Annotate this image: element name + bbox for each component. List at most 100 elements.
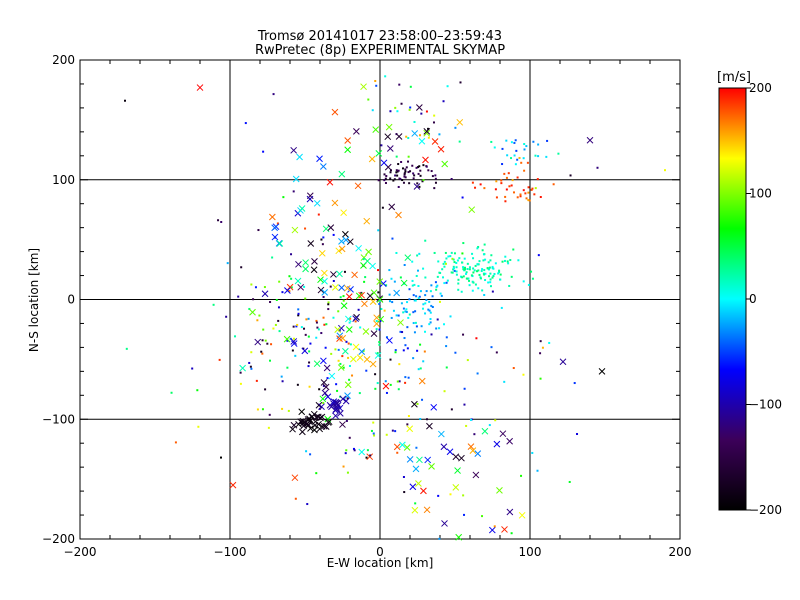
data-point [539,352,542,355]
data-point [297,314,300,317]
data-point [290,253,293,256]
data-point-x [430,403,438,411]
data-point [523,169,526,172]
data-point [522,373,525,376]
data-point-x [369,262,376,270]
data-point [443,265,446,268]
data-point [418,185,421,188]
data-point [455,270,458,273]
data-point-x [315,420,322,428]
data-point-x [331,108,339,116]
data-point [462,268,465,271]
data-point-x [334,326,342,333]
data-point [450,178,453,181]
data-point [334,348,337,351]
data-point [315,319,318,322]
data-point [365,369,368,372]
data-point [404,168,407,171]
data-point [489,272,492,275]
data-point-x [437,430,445,438]
data-point [412,172,415,175]
data-point [527,199,530,202]
data-point [430,333,433,336]
data-point [256,319,259,322]
data-point [487,261,490,264]
data-point [442,276,445,279]
data-point [458,140,461,143]
data-point [398,380,401,383]
data-point [226,262,229,265]
data-point-x [372,126,380,133]
data-point [422,179,425,182]
data-point [408,298,411,301]
data-point [419,418,422,421]
data-point [384,177,387,180]
data-point [452,258,455,261]
data-point [254,286,257,289]
data-point [471,280,474,283]
data-point-x [411,400,418,408]
data-point [537,254,540,257]
data-point [479,183,482,186]
data-point [504,195,507,198]
data-point [294,354,297,357]
data-point-x [301,347,309,355]
data-point [489,259,492,262]
x-tick-label: 100 [519,545,542,559]
data-point-x [342,230,349,238]
data-point [411,279,414,282]
data-point [374,373,377,376]
data-point [400,160,403,163]
data-point [513,141,516,144]
data-point [412,357,415,360]
data-point [349,317,352,320]
data-point [411,284,414,287]
data-point [454,351,457,354]
data-point [462,266,465,269]
data-point [546,139,549,142]
data-point [449,493,452,496]
data-point [277,319,280,322]
data-point-x [385,123,393,131]
data-point [478,273,481,276]
data-point [413,174,416,177]
data-point [308,361,311,364]
data-point-x [337,364,345,371]
data-point [474,186,477,189]
data-point [417,166,420,169]
data-point [248,307,251,310]
x-tick-label: −100 [214,545,247,559]
data-point [430,170,433,173]
data-point-x [316,155,323,163]
data-point-x [339,395,347,403]
data-point [391,301,394,304]
data-point [471,289,474,292]
data-point [443,282,446,285]
data-point [397,185,400,188]
data-point [548,341,551,344]
data-point [370,429,373,432]
data-point [501,163,504,166]
data-point-x [376,278,384,285]
data-point [345,419,348,422]
data-point [260,350,263,353]
data-point-x [358,448,366,456]
data-point-x [344,284,351,292]
data-point [384,380,387,383]
data-point [263,286,266,289]
data-point [419,174,422,177]
data-point-x [338,245,346,253]
data-point [396,110,399,113]
data-point-x [311,426,318,434]
data-point-x [472,471,480,479]
data-point-x [327,224,335,232]
data-point [287,409,290,412]
data-point [461,196,464,199]
data-point [460,275,463,278]
data-point-x [446,448,454,456]
data-point-x [338,284,345,292]
data-point [534,187,537,190]
data-point [534,154,537,157]
data-point-x [380,159,388,167]
